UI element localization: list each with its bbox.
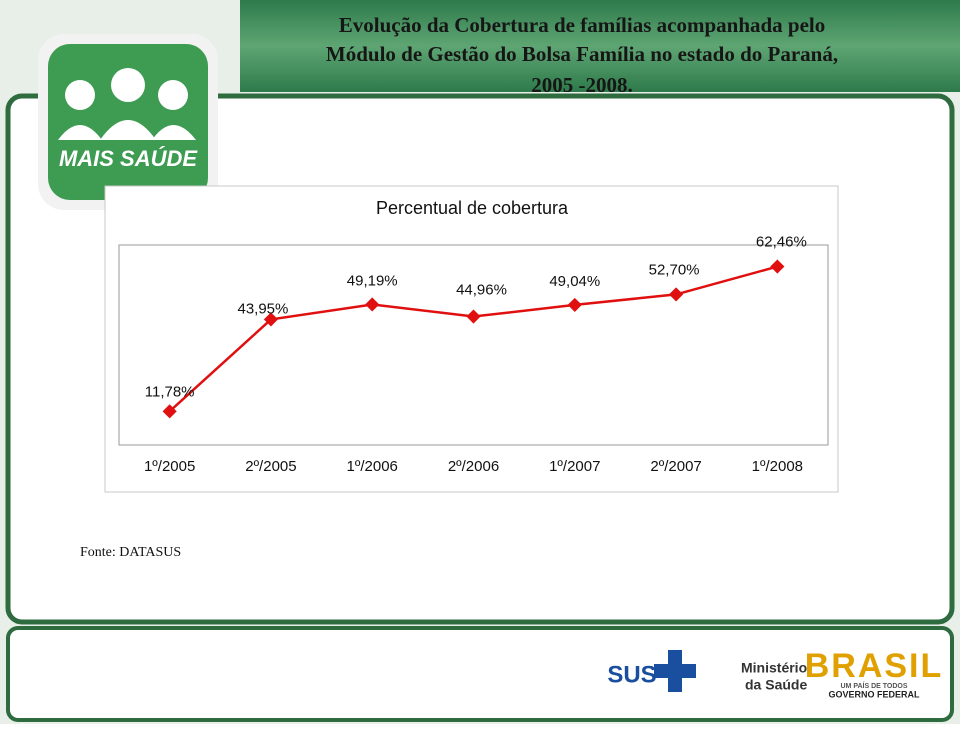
- x-tick-label: 2º/2006: [448, 458, 499, 475]
- point-marker: [770, 259, 785, 274]
- brasil-tagline: UM PAÍS DE TODOS: [840, 681, 907, 690]
- point-marker: [162, 404, 177, 419]
- source: Fonte: DATASUS: [80, 545, 181, 560]
- point-marker: [567, 297, 582, 312]
- brasil-logo: BRASIL: [805, 647, 944, 685]
- point-marker: [466, 309, 481, 324]
- title-line: Evolução da Cobertura de famílias acompa…: [339, 13, 826, 37]
- x-tick-label: 2º/2007: [650, 458, 701, 475]
- x-tick-label: 1º/2007: [549, 458, 600, 475]
- data-label: 44,96%: [456, 282, 507, 299]
- x-tick-label: 1º/2008: [752, 458, 803, 475]
- title-band: [240, 0, 960, 92]
- data-label: 62,46%: [756, 234, 807, 251]
- data-label: 52,70%: [649, 261, 700, 278]
- x-tick-label: 1º/2005: [144, 458, 195, 475]
- ministerio-line: Ministério: [741, 660, 807, 676]
- logo-figure: [58, 120, 196, 140]
- footer-logos: SUS Ministério da Saúde BRASIL UM PAÍS D…: [607, 647, 944, 699]
- plot-area: [118, 244, 829, 446]
- title-line: 2005 -2008.: [531, 73, 633, 97]
- logo-figure: [111, 68, 145, 102]
- governo-text: GOVERNO FEDERAL: [828, 689, 920, 699]
- mais-saude-logo: MAIS SAÚDE: [38, 34, 218, 210]
- point-marker: [669, 287, 684, 302]
- sus-cross: [654, 650, 696, 692]
- data-label: 43,95%: [237, 300, 288, 317]
- sus-logo: SUS: [607, 661, 656, 688]
- data-label: 49,04%: [549, 273, 600, 290]
- title-line: Módulo de Gestão do Bolsa Família no est…: [326, 42, 838, 66]
- x-tick-label: 1º/2006: [347, 458, 398, 475]
- ministerio-line: da Saúde: [745, 677, 807, 693]
- x-tick-label: 2º/2005: [245, 458, 296, 475]
- data-label: 11,78%: [145, 383, 195, 400]
- chart: 1º/2005 2º/2005 1º/2006 2º/2006 1º/2007 2º/20…: [144, 234, 807, 475]
- footer-panel: [6, 626, 954, 722]
- point-marker: [263, 312, 278, 327]
- point-marker: [365, 297, 380, 312]
- data-label: 49,19%: [347, 272, 398, 289]
- logo-figure: [158, 80, 188, 110]
- chart-title: Percentual de cobertura: [376, 198, 569, 218]
- title: Evolução da Cobertura de famílias acompa…: [326, 13, 838, 97]
- logo-figure: [65, 80, 95, 110]
- logo-text: MAIS SAÚDE: [59, 146, 198, 171]
